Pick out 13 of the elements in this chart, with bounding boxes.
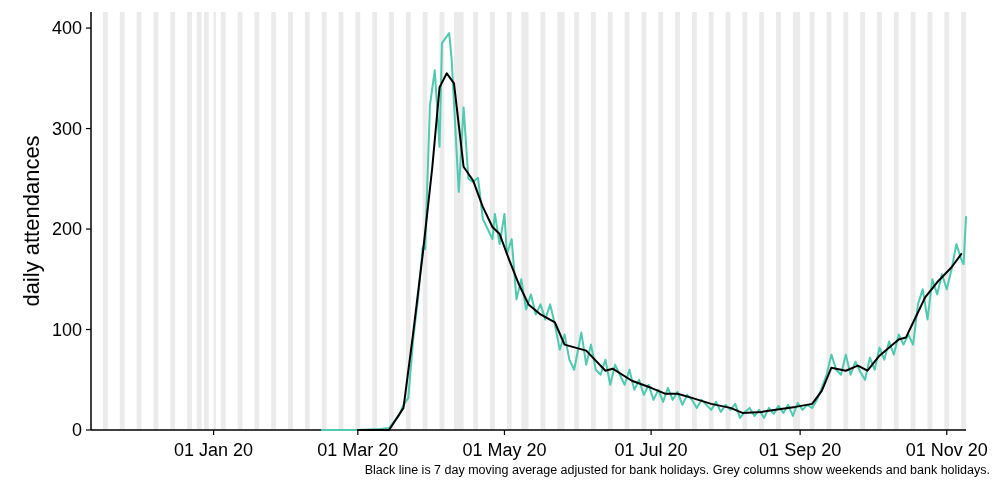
x-tick-label: 01 Jan 20 [174,440,254,460]
x-tick-label: 01 Nov 20 [905,440,988,460]
y-tick-label: 400 [51,18,82,39]
y-tick-label: 200 [51,219,82,240]
x-tick-label: 01 Jul 20 [614,440,688,460]
y-tick-label: 0 [71,420,82,441]
x-tick-label: 01 Sep 20 [759,440,842,460]
text: Black line is 7 day moving average adjusted for bank holidays. Grey columns show weekends and bank holidays. [364,463,990,477]
y-axis-title: daily attendances [19,135,44,307]
x-tick-label: 01 May 20 [462,440,547,460]
y-tick-label: 100 [51,319,82,340]
y-tick-label: 300 [51,118,82,139]
x-tick-label: 01 Mar 20 [317,440,399,460]
